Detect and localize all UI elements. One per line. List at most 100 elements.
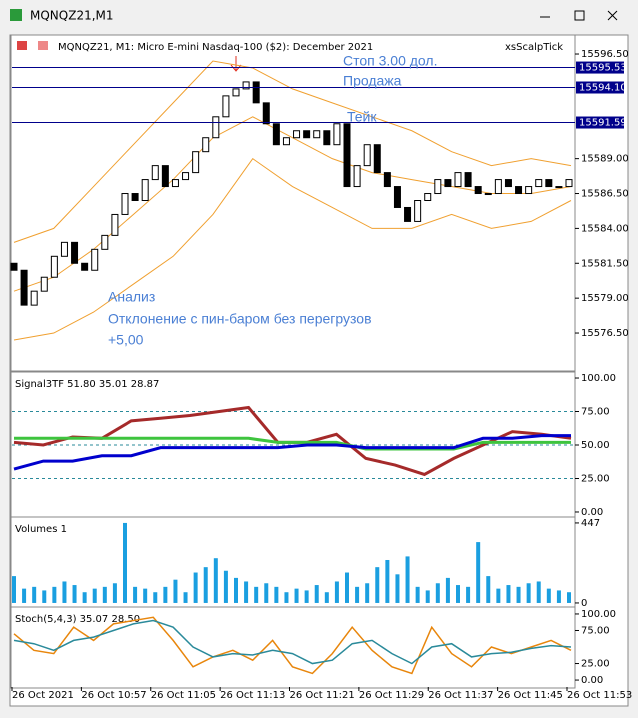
candle [81,262,89,271]
volume-bar [123,522,127,603]
volume-bar [193,572,198,603]
candle [192,151,200,174]
annotation: +5,00 [108,332,144,348]
volume-bar [284,592,289,603]
candle [555,186,563,189]
y-tick-label: 15576.50 [581,328,629,339]
volume-bar [82,592,87,603]
volume-bar [486,576,491,603]
volume-bar [32,586,37,603]
candle [161,165,169,188]
volume-bar [546,588,551,603]
volume-bar [274,586,279,603]
pane-title: MQNQZ21, M1: Micro E-mini Nasdaq-100 ($2… [58,42,373,53]
close-button[interactable] [607,10,618,21]
candle [262,102,270,125]
volume-bar [163,586,168,603]
price-level-tag [576,81,624,94]
y-tick-label: 0 [581,598,587,609]
candle [515,186,523,195]
candle [303,130,311,139]
volume-bar [173,579,178,603]
y-tick-label: 100.00 [581,373,616,384]
volume-bar [254,586,259,603]
x-tick-label: 26 Oct 11:53 [567,690,632,701]
candle [242,81,250,90]
candle [222,95,230,118]
indicator-line [13,157,572,341]
volume-bar [112,583,117,603]
volume-bar [22,588,27,603]
candle [565,179,573,188]
candle [424,193,432,202]
y-tick-label: 0.00 [581,507,603,518]
y-tick-label: 15584.00 [581,223,629,234]
volume-bar [234,577,238,603]
candle [434,179,442,195]
app-icon [10,9,22,21]
toolbar-icon [17,41,27,50]
volume-bar [153,592,158,603]
volume-bar [133,586,138,603]
candle [202,137,210,153]
volume-bar [294,588,299,603]
pane [10,34,576,372]
candle [383,172,391,188]
candle [91,248,99,271]
y-tick-label: 100.00 [581,609,616,620]
volume-bar [385,559,390,603]
annotation: Продажа [343,73,402,89]
volume-bar [264,583,269,603]
volume-bar [345,572,349,603]
y-tick-label: 75.00 [581,407,610,418]
price-level-label: 15594.10 [579,83,627,94]
volume-bar [62,581,67,603]
candle [373,144,381,174]
candle [141,179,149,202]
x-tick-label: 26 Oct 11:21 [290,690,355,701]
candle [171,179,179,188]
indicator-line [13,60,572,243]
annotation: Тейк [347,109,377,125]
candle [252,81,260,104]
candle [101,234,109,250]
x-tick-label: 26 Oct 10:57 [81,690,146,701]
y-tick-label: 0.00 [581,675,603,686]
window-title: MQNQZ21,M1 [30,9,114,23]
candle [343,123,351,188]
candle [333,123,341,146]
y-tick-label: 15596.50 [581,49,629,60]
candle [393,186,401,208]
indicator-line [13,619,572,665]
candle [525,186,533,195]
x-tick-label: 26 Oct 11:45 [498,690,563,701]
pane-title: Signal3TF 51.80 35.01 28.87 [15,379,159,390]
volume-bar [12,576,16,603]
indicator-name: xsScalpTick [505,42,563,53]
toolbar-icon [38,41,48,50]
candle [30,290,38,306]
candle [293,130,301,139]
candle [60,241,68,257]
candle [232,88,240,97]
candle [121,193,129,215]
candle [414,200,422,222]
candle [504,179,512,188]
volume-bar [506,585,511,603]
volume-bar [435,583,440,603]
volume-bar [536,581,541,603]
volume-bar [314,585,319,603]
candle [151,165,159,181]
volume-bar [526,583,531,603]
y-tick-label: 15589.00 [581,154,629,165]
y-tick-label: 15579.00 [581,293,629,304]
volume-bar [496,588,501,603]
candle [454,172,462,188]
candle [272,123,280,146]
candle [313,130,321,139]
x-tick-label: 26 Oct 11:29 [359,690,424,701]
maximize-button[interactable] [574,10,585,21]
y-tick-label: 50.00 [581,440,610,451]
volume-bar [213,558,218,603]
